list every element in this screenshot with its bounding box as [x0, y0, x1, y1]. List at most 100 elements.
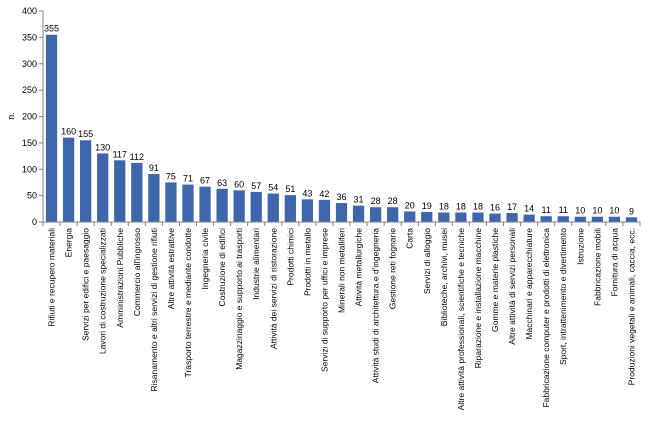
x-category-label: Altre attività di servizi personali [507, 228, 517, 345]
data-label: 31 [354, 195, 364, 205]
x-category-label: Istruzione [575, 228, 585, 265]
y-tick-label: 400 [22, 6, 37, 16]
x-category-label: Biblioteche, archivi, musei [439, 228, 449, 326]
data-label: 14 [524, 204, 534, 214]
x-category-label: Fabbricazione mobili [592, 228, 602, 306]
x-category-label: Prodotti chimici [285, 228, 295, 286]
x-category-label: Rifiuti e recupero materiali [47, 228, 57, 327]
y-tick-label: 100 [22, 164, 37, 174]
x-category-label: Servizi per edifici e paesaggio [81, 228, 91, 341]
bar [284, 195, 296, 222]
bar [404, 211, 416, 222]
data-label: 60 [234, 179, 244, 189]
data-label: 57 [251, 181, 261, 191]
data-label: 43 [302, 188, 312, 198]
data-label: 28 [371, 196, 381, 206]
x-category-label: Riparazione e installazione macchine [473, 228, 483, 369]
bar [352, 205, 365, 222]
bar [489, 213, 501, 222]
bar [131, 162, 143, 222]
bar [182, 184, 194, 222]
x-category-label: Servizi di alloggio [422, 228, 432, 294]
bar [472, 212, 484, 222]
data-label: 355 [44, 24, 59, 34]
x-category-label: Gomme e materie plastiche [490, 228, 500, 332]
x-category-label: Attività metallurgiche [354, 228, 364, 307]
bar [335, 203, 348, 222]
data-label: 11 [542, 205, 551, 215]
bar [80, 140, 92, 222]
data-label: 155 [78, 129, 93, 139]
x-category-label: Lavori di costruzione specializzati [98, 228, 108, 354]
bar [97, 153, 109, 222]
data-label: 160 [61, 127, 76, 137]
data-label: 9 [629, 206, 634, 216]
bar [165, 182, 177, 222]
x-category-label: Attività dei servizi di ristorazione [268, 228, 278, 349]
bar [62, 137, 75, 222]
x-category-label: Altre attività estrattive [166, 228, 176, 310]
bar [574, 216, 586, 222]
y-tick-label: 150 [22, 138, 37, 148]
x-category-label: Fornitura di acqua [609, 228, 619, 297]
data-label: 18 [456, 202, 466, 212]
data-label: 18 [473, 202, 483, 212]
x-category-label: Carta [405, 228, 415, 249]
x-category-label: Costruzione di edifici [217, 228, 227, 307]
y-tick-label: 350 [22, 32, 37, 42]
data-label: 130 [95, 142, 110, 152]
bar [540, 216, 552, 222]
y-tick-label: 0 [32, 217, 37, 227]
bar [591, 216, 603, 222]
data-label: 91 [149, 163, 159, 173]
data-label: 54 [268, 183, 278, 193]
y-tick-label: 50 [27, 191, 37, 201]
data-label: 75 [166, 171, 176, 181]
data-label: 10 [592, 206, 602, 216]
data-label: 42 [319, 189, 329, 199]
x-category-label: Risanamento e altri servizi di gestione … [149, 228, 159, 392]
data-label: 20 [405, 200, 415, 210]
data-label: 17 [507, 202, 517, 212]
x-axis: Rifiuti e recupero materiali Energia Servi… [42, 221, 641, 411]
bar [455, 212, 467, 222]
data-label: 10 [609, 206, 619, 216]
data-label: 117 [113, 149, 127, 159]
x-category-label: Altre attività professionali, scientific… [456, 228, 466, 411]
bar [45, 34, 58, 222]
y-axis-title: n. [6, 112, 16, 120]
bar [625, 217, 638, 222]
x-category-label: Industrie alimentari [251, 228, 261, 300]
bar [199, 186, 211, 222]
data-label: 16 [490, 203, 500, 213]
y-tick-label: 300 [22, 59, 37, 69]
x-category-label: Commercio all'ingrosso [132, 228, 142, 316]
x-category-label: Sport, intrattenimento e divertimento [558, 228, 568, 365]
bar [557, 216, 569, 222]
bar [318, 199, 331, 222]
data-label: 63 [217, 178, 227, 188]
bar [523, 214, 535, 222]
x-category-label: Attività studi di architettura e d'ingeg… [371, 228, 381, 383]
data-label: 36 [336, 192, 346, 202]
x-category-label: Magazzinaggio e supporto ai trasporti [234, 228, 244, 370]
data-label: 18 [439, 202, 449, 212]
bar [250, 191, 262, 222]
y-axis: 0 50 100 150 200 250 300 350 400 [22, 6, 44, 227]
bar [506, 213, 518, 222]
x-category-label: Trasporto terrestre e mediante condotte [183, 228, 193, 378]
data-label: 11 [559, 205, 568, 215]
bar [301, 199, 314, 222]
data-label: 67 [200, 176, 210, 186]
data-label: 112 [130, 152, 144, 162]
bar [148, 173, 160, 222]
x-category-label: Servizi di supporto per uffici e imprese [319, 228, 329, 372]
bar [608, 216, 621, 222]
x-category-label: Gestione reti fognarie [388, 228, 398, 310]
bar [267, 193, 279, 222]
data-label: 19 [422, 201, 432, 211]
bar [387, 207, 399, 222]
bar [114, 160, 126, 222]
